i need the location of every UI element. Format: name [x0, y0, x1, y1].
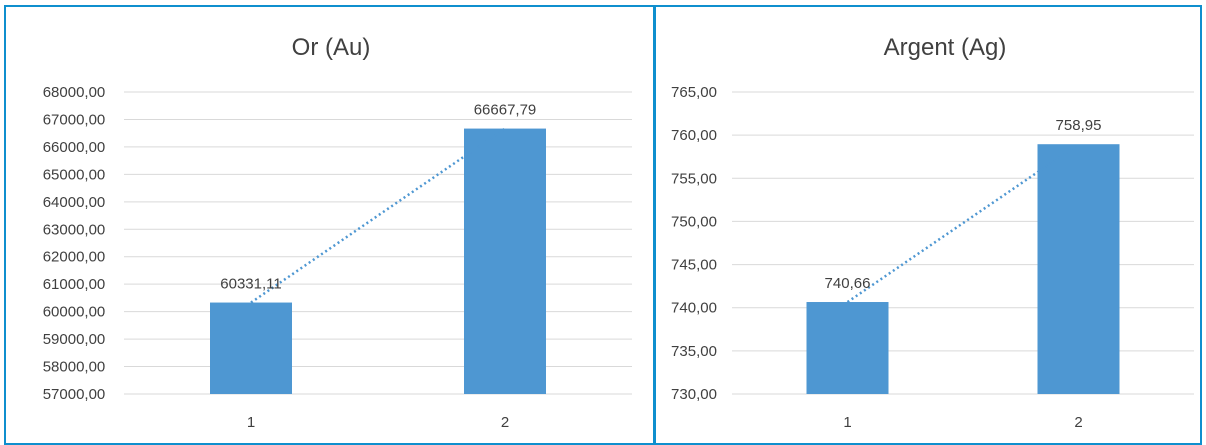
y-tick-label: 61000,00 [43, 276, 106, 293]
y-tick-label: 735,00 [671, 343, 717, 360]
y-tick-label: 62000,00 [43, 249, 106, 266]
data-label: 740,66 [825, 275, 871, 292]
y-tick-label: 765,00 [671, 84, 717, 101]
y-tick-label: 58000,00 [43, 359, 106, 376]
x-tick-label: 2 [501, 414, 509, 431]
y-tick-label: 745,00 [671, 257, 717, 274]
data-label: 66667,79 [474, 102, 537, 119]
y-tick-label: 68000,00 [43, 84, 106, 101]
y-tick-label: 59000,00 [43, 331, 106, 348]
y-tick-label: 65000,00 [43, 166, 106, 183]
bar[interactable] [464, 128, 546, 394]
data-label: 60331,11 [220, 276, 281, 293]
y-tick-label: 64000,00 [43, 194, 106, 211]
x-tick-label: 1 [247, 414, 255, 431]
y-tick-label: 57000,00 [43, 386, 106, 403]
y-tick-label: 755,00 [671, 170, 717, 187]
y-tick-label: 66000,00 [43, 139, 106, 156]
chart-gold: Or (Au) 57000,00 58000,00 59000,00 60000,00… [43, 34, 632, 431]
trendline [846, 143, 1080, 304]
bar[interactable] [210, 302, 292, 394]
y-tick-label: 740,00 [671, 300, 717, 317]
y-tick-label: 750,00 [671, 213, 717, 230]
x-tick-label: 1 [843, 414, 851, 431]
y-tick-label: 67000,00 [43, 111, 106, 128]
x-tick-label: 2 [1074, 414, 1082, 431]
y-tick-label: 60000,00 [43, 304, 106, 321]
chart-panel-gold[interactable]: Or (Au) 57000,00 58000,00 59000,00 60000,00… [4, 5, 655, 445]
y-tick-label: 760,00 [671, 127, 717, 144]
data-label: 758,95 [1056, 117, 1102, 134]
trendline [250, 127, 506, 304]
chart-silver: Argent (Ag) 730,00 735,00 740,00 745,00 750,… [671, 34, 1194, 431]
bar[interactable] [806, 302, 889, 394]
y-tick-label: 730,00 [671, 386, 717, 403]
bar[interactable] [1037, 144, 1120, 394]
chart-panel-silver[interactable]: Argent (Ag) 730,00 735,00 740,00 745,00 750,… [654, 5, 1202, 445]
chart-title: Argent (Ag) [884, 34, 1007, 61]
y-tick-label: 63000,00 [43, 221, 106, 238]
chart-title: Or (Au) [292, 34, 371, 61]
